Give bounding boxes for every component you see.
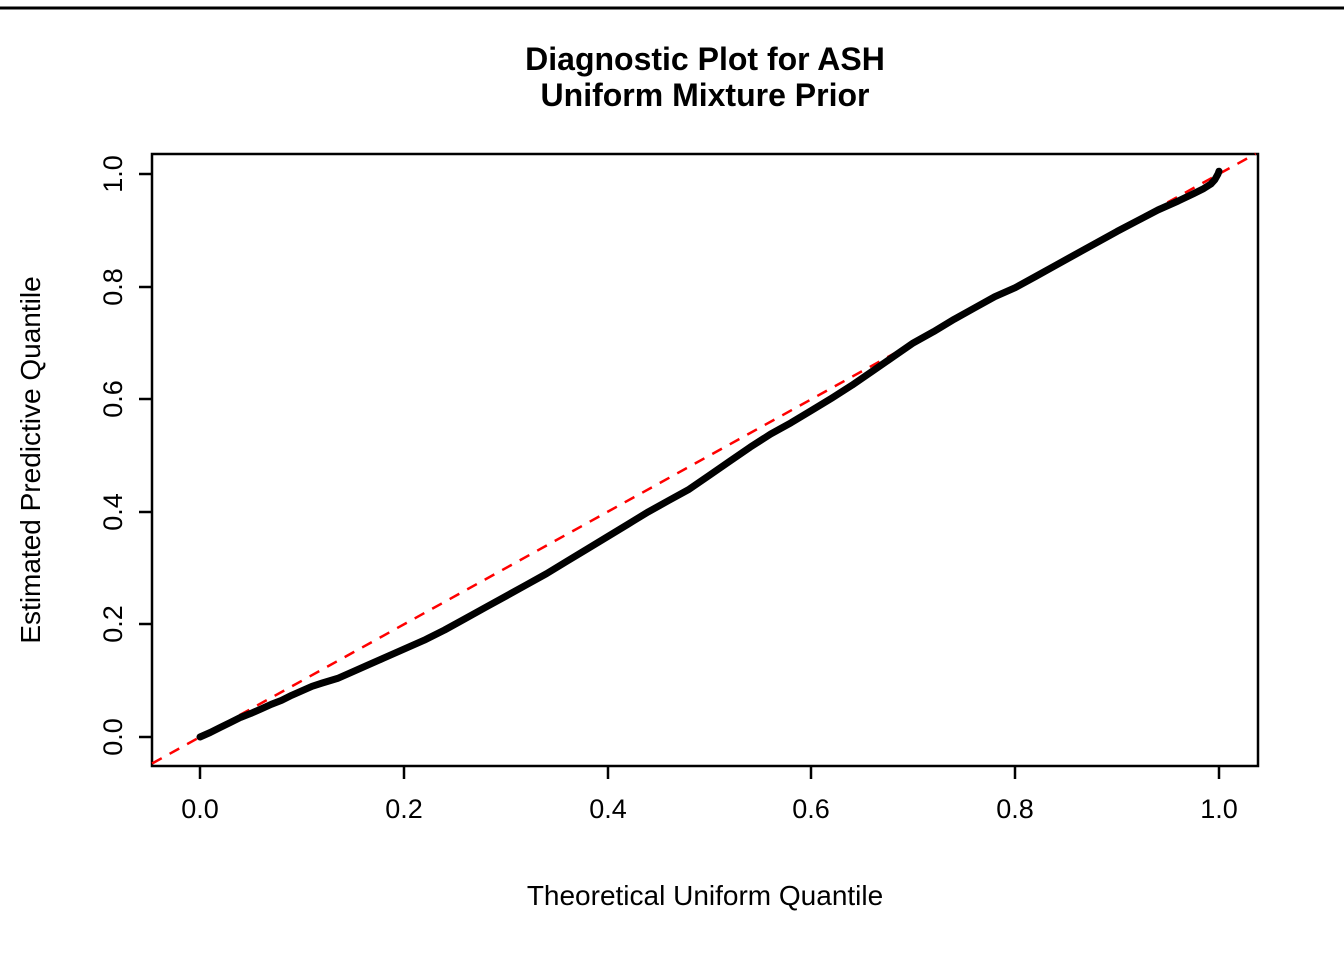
x-tick-label: 0.4 [589,794,627,824]
y-tick-label: 0.8 [98,268,128,306]
chart-subtitle: Uniform Mixture Prior [541,77,870,113]
x-axis-title: Theoretical Uniform Quantile [527,880,883,911]
y-tick-label: 0.4 [98,493,128,531]
y-axis-ticks [139,172,152,739]
x-axis-ticks [198,766,1221,779]
y-tick-label: 0.2 [98,605,128,643]
y-tick-label: 0.6 [98,380,128,418]
x-tick-label: 0.0 [181,794,219,824]
x-axis-tick-labels: 0.0 0.2 0.4 0.6 0.8 1.0 [181,794,1238,824]
y-axis-title: Estimated Predictive Quantile [15,276,46,643]
chart-title: Diagnostic Plot for ASH [525,41,885,77]
x-tick-label: 0.6 [792,794,830,824]
x-tick-label: 0.2 [385,794,423,824]
y-axis-tick-labels: 0.0 0.2 0.4 0.6 0.8 1.0 [98,155,128,756]
estimated-quantile-curve [196,167,1223,741]
y-tick-label: 1.0 [98,155,128,193]
x-tick-label: 0.8 [996,794,1034,824]
plot-box [150,152,1260,768]
y-tick-label: 0.0 [98,718,128,756]
x-tick-label: 1.0 [1200,794,1238,824]
